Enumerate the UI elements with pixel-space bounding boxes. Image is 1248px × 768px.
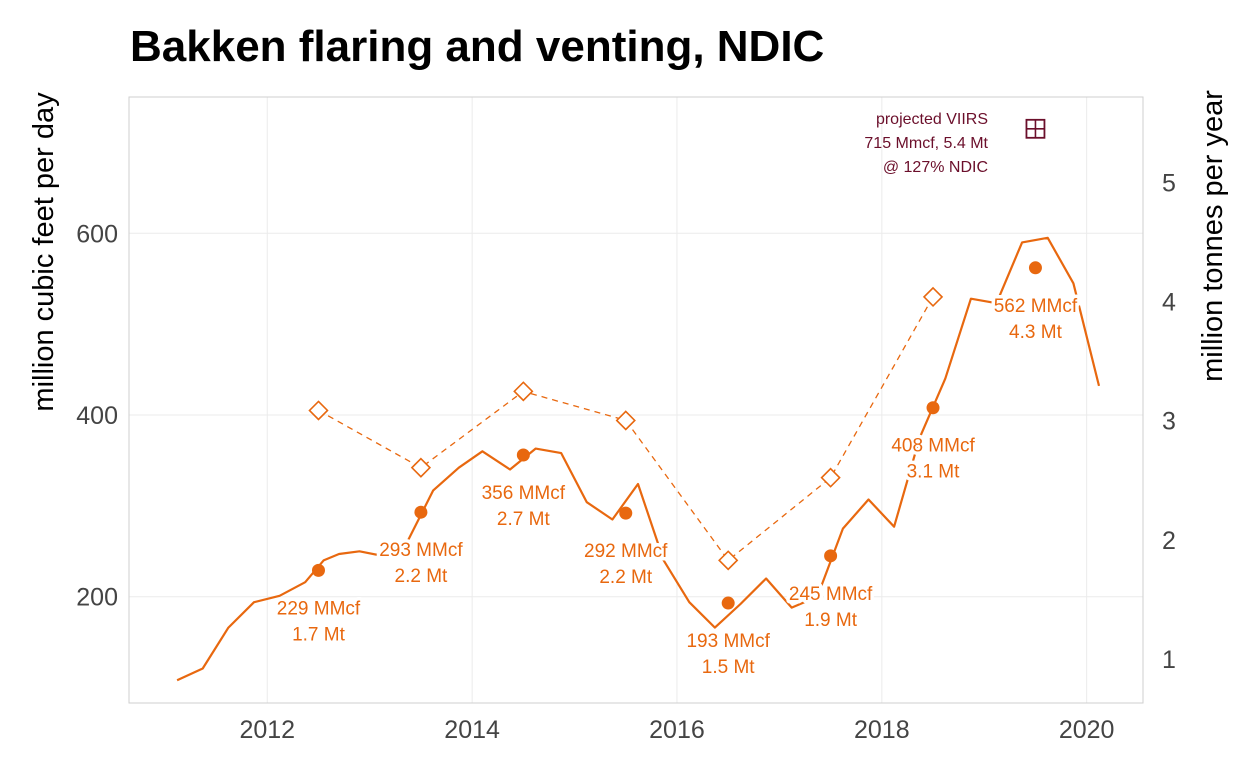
annual-label-1-1: 2.2 Mt <box>395 566 449 587</box>
y-axis-right-title: million tonnes per year <box>1197 90 1229 382</box>
annual-label-halo-4-0: 193 MMcf <box>686 631 770 652</box>
annual-point-0 <box>311 563 325 577</box>
y-left-tick-label-200: 200 <box>76 584 118 612</box>
annual-label-halo-1-1: 2.2 Mt <box>395 566 449 587</box>
x-tick-label-2020: 2020 <box>1059 716 1115 744</box>
diamond-marker-1 <box>410 457 432 478</box>
axis-ticks: 2012 2014 2016 2018 2020 200 400 600 1 2 3 4 5 <box>76 169 1176 744</box>
diamond-marker-4 <box>718 550 739 571</box>
y-axis-left-title: million cubic feet per day <box>28 92 60 412</box>
annual-label-0-0: 229 MMcf <box>277 598 361 619</box>
diamond-marker-5 <box>820 467 841 488</box>
annual-label-7-1: 4.3 Mt <box>1009 322 1063 343</box>
annual-label-halo-2-1: 2.7 Mt <box>497 509 551 530</box>
annual-label-halo-5-0: 245 MMcf <box>789 584 873 605</box>
x-tick-label-2016: 2016 <box>649 716 705 744</box>
annual-label-4-1: 1.5 Mt <box>702 657 756 678</box>
annual-label-0-1: 1.7 Mt <box>292 624 346 645</box>
annual-label-halo-0-0: 229 MMcf <box>277 598 361 619</box>
annual-label-4-0: 193 MMcf <box>686 631 770 652</box>
annual-label-7-0: 562 MMcf <box>994 296 1078 317</box>
monthly-series-line <box>176 236 1101 682</box>
annual-label-6-0: 408 MMcf <box>891 436 975 457</box>
annual-label-6-1: 3.1 Mt <box>907 462 961 483</box>
plot-frame <box>128 96 1144 704</box>
annual-label-2-0: 356 MMcf <box>482 483 566 504</box>
viirs-label-line-0: projected VIIRS <box>876 111 988 128</box>
annual-point-2 <box>516 448 530 462</box>
y-right-tick-label-5: 5 <box>1162 169 1176 197</box>
y-right-tick-label-4: 4 <box>1162 288 1176 316</box>
grid-lines <box>129 97 1143 703</box>
chart-title: Bakken flaring and venting, NDIC <box>130 22 824 71</box>
annual-point-3 <box>619 506 633 520</box>
annual-label-2-1: 2.7 Mt <box>497 509 551 530</box>
annual-label-5-1: 1.9 Mt <box>804 610 858 631</box>
diamond-marker-3 <box>615 410 636 431</box>
y-right-tick-label-1: 1 <box>1162 646 1176 674</box>
viirs-label-line-2: @ 127% NDIC <box>883 159 988 176</box>
diamond-marker-0 <box>308 400 329 421</box>
annual-label-halo-1-0: 293 MMcf <box>379 540 463 561</box>
annual-label-1-0: 293 MMcf <box>379 540 463 561</box>
annual-point-1 <box>414 505 428 519</box>
annual-point-6 <box>926 401 940 415</box>
annual-label-halo-4-1: 1.5 Mt <box>702 657 756 678</box>
annual-point-4 <box>721 596 735 610</box>
x-tick-label-2018: 2018 <box>854 716 910 744</box>
annual-point-5 <box>824 549 838 563</box>
diamond-marker-6 <box>922 286 944 308</box>
y-left-tick-label-600: 600 <box>76 220 118 248</box>
x-tick-label-2012: 2012 <box>239 716 295 744</box>
annual-label-halo-6-1: 3.1 Mt <box>907 462 961 483</box>
y-right-tick-label-2: 2 <box>1162 527 1176 555</box>
annual-label-3-1: 2.2 Mt <box>599 567 653 588</box>
annual-label-halo-5-1: 1.9 Mt <box>804 610 858 631</box>
annual-label-halo-3-1: 2.2 Mt <box>599 567 653 588</box>
y-left-tick-label-400: 400 <box>76 402 118 430</box>
annual-label-halo-0-1: 1.7 Mt <box>292 624 346 645</box>
viirs-annotation: projected VIIRS 715 Mmcf, 5.4 Mt @ 127% ND… <box>864 111 1046 176</box>
annual-label-halo-3-0: 292 MMcf <box>584 541 668 562</box>
x-tick-label-2014: 2014 <box>444 716 500 744</box>
y-right-tick-label-3: 3 <box>1162 408 1176 436</box>
dashed-series <box>308 286 944 571</box>
annual-label-halo-7-0: 562 MMcf <box>994 296 1078 317</box>
diamond-marker-2 <box>513 381 534 402</box>
annual-label-halo-6-0: 408 MMcf <box>891 436 975 457</box>
annual-label-halo-7-1: 4.3 Mt <box>1009 322 1063 343</box>
monthly-series <box>176 236 1101 682</box>
annual-point-7 <box>1028 261 1042 275</box>
viirs-label-line-1: 715 Mmcf, 5.4 Mt <box>864 135 988 152</box>
annual-label-5-0: 245 MMcf <box>789 584 873 605</box>
annual-label-3-0: 292 MMcf <box>584 541 668 562</box>
annual-label-halo-2-0: 356 MMcf <box>482 483 566 504</box>
